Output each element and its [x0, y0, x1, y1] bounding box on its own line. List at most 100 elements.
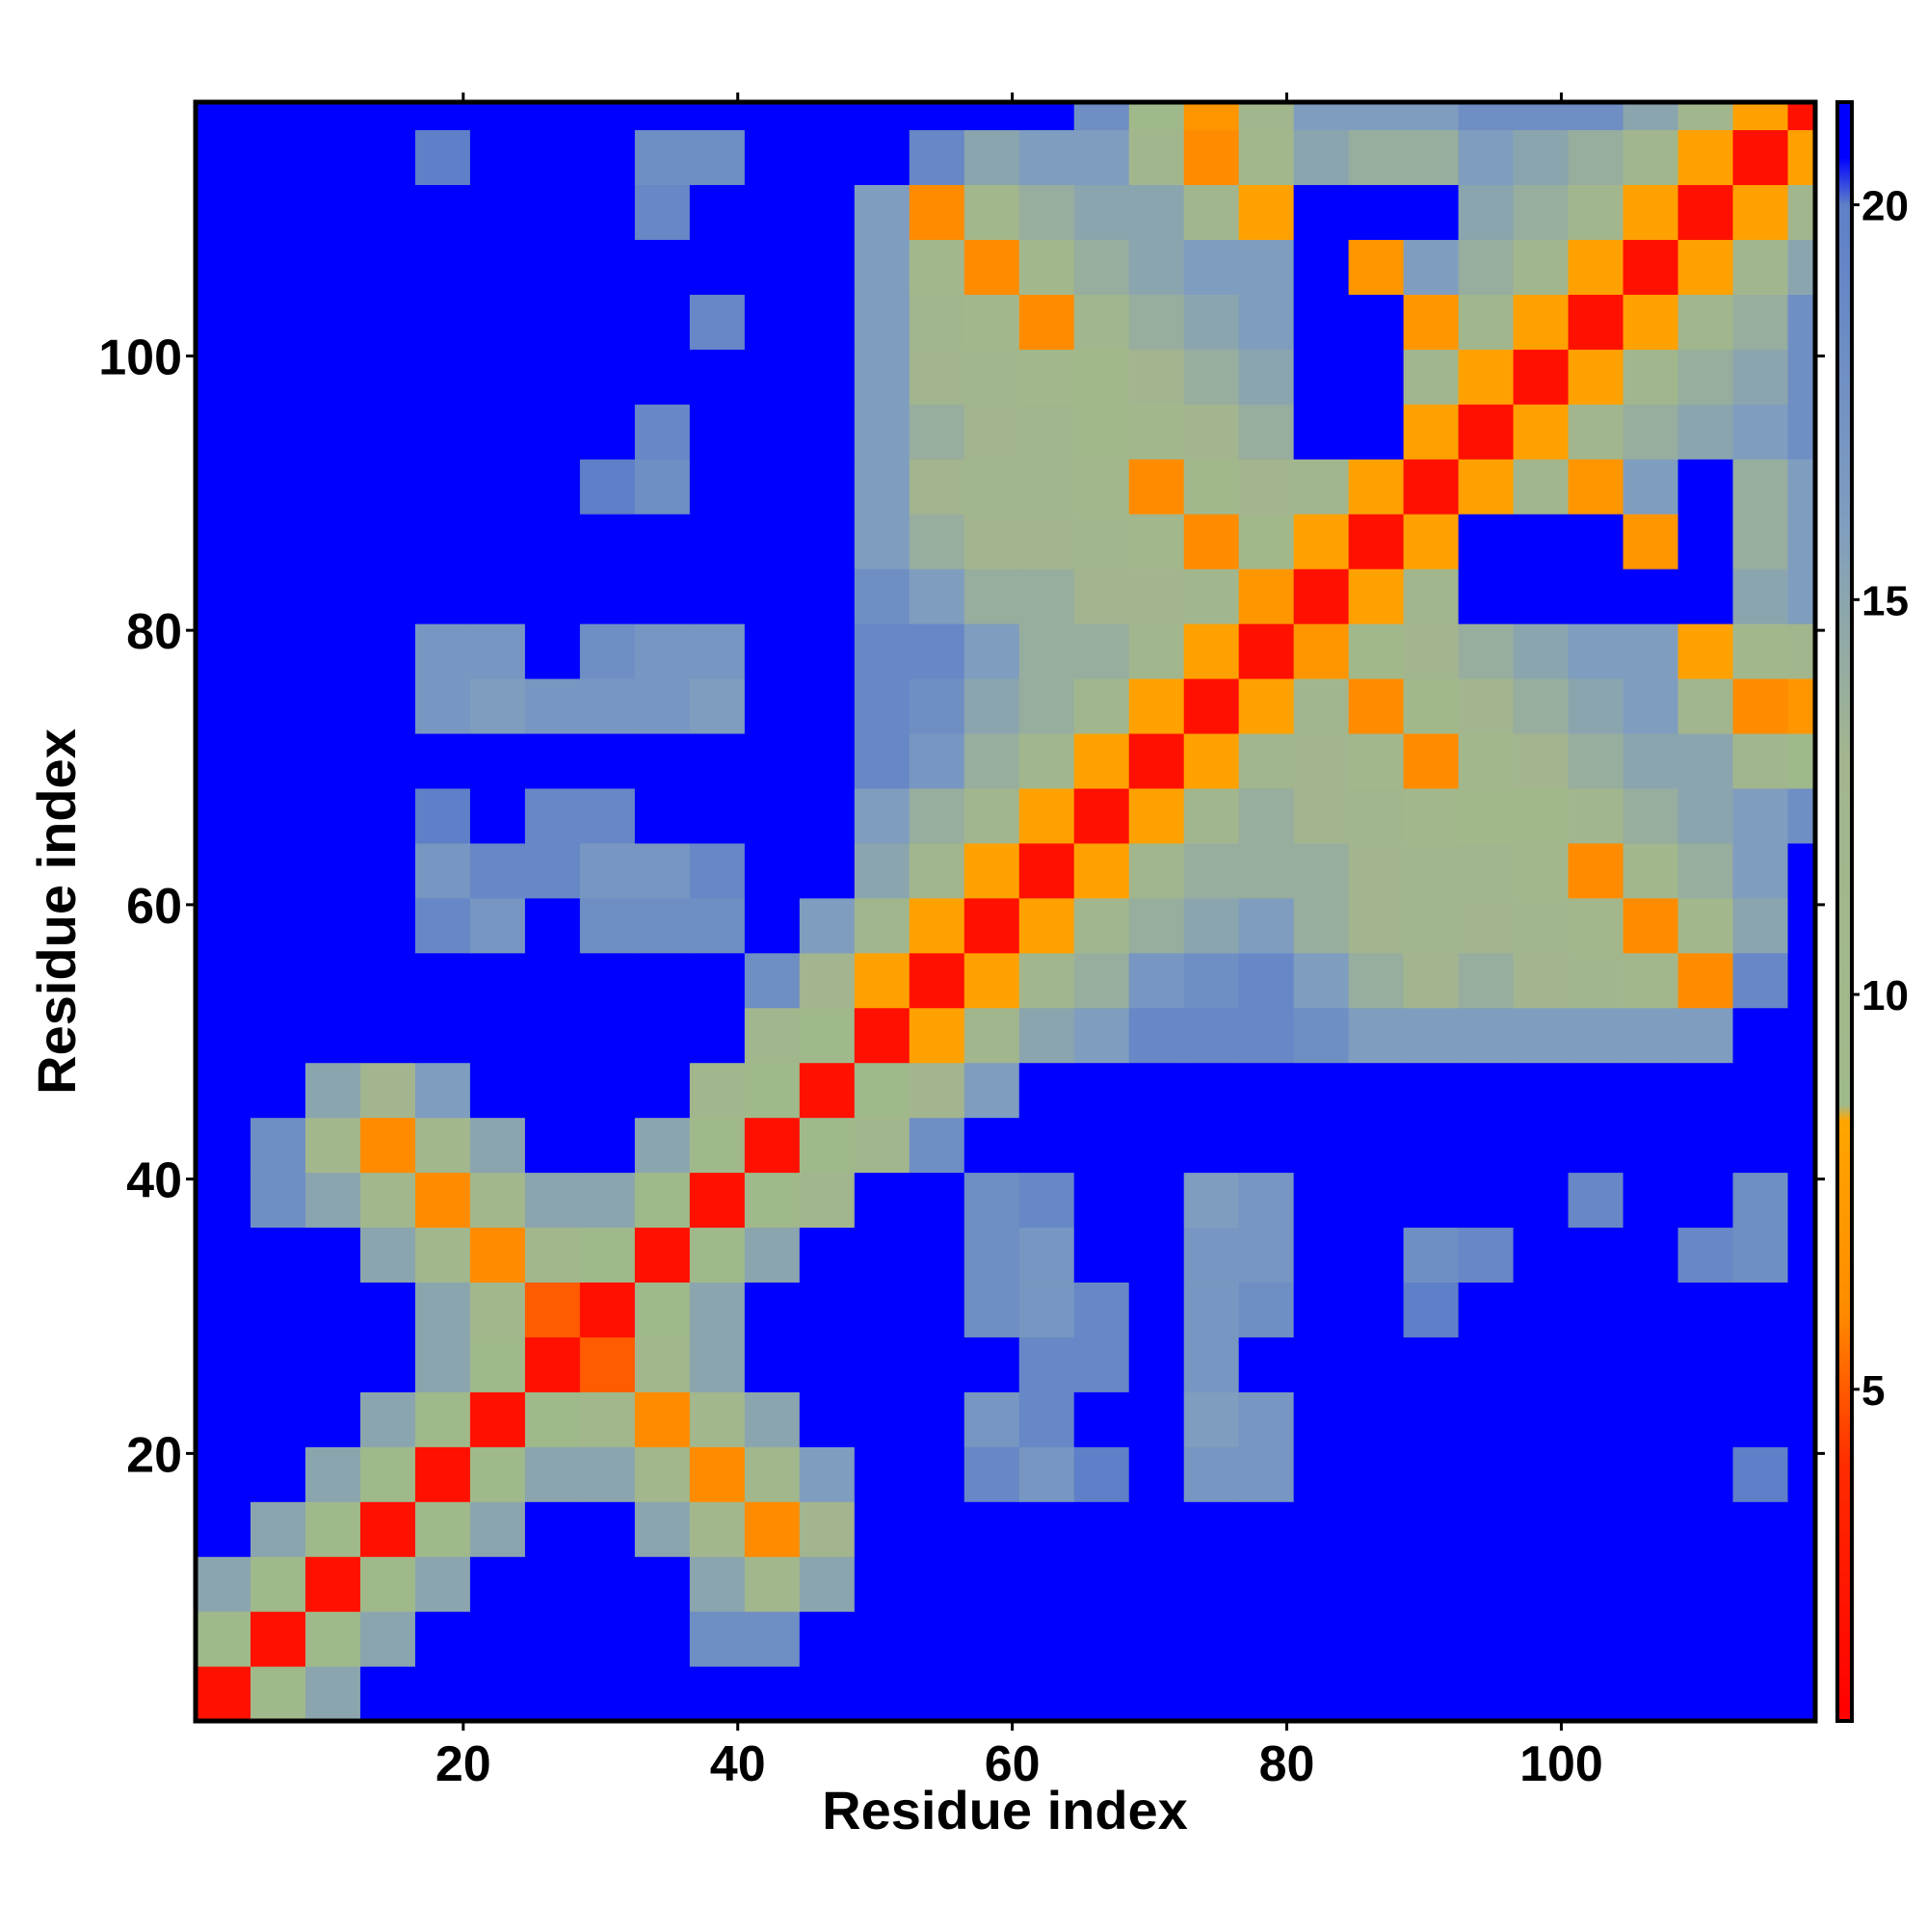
- heatmap-cell: [799, 569, 856, 624]
- heatmap-cell: [1513, 1007, 1570, 1064]
- heatmap-cell: [414, 677, 471, 734]
- heatmap-cell: [964, 1556, 1020, 1612]
- heatmap-cell: [250, 514, 306, 569]
- heatmap-cell: [1293, 349, 1350, 405]
- heatmap-cell: [1787, 787, 1815, 844]
- heatmap-cell: [469, 569, 526, 624]
- heatmap-cell: [359, 349, 416, 405]
- heatmap-cell: [964, 1172, 1020, 1229]
- heatmap-cell: [1128, 239, 1185, 295]
- heatmap-cell: [744, 514, 801, 569]
- heatmap-cell: [250, 1062, 306, 1119]
- heatmap-cell: [1677, 1227, 1734, 1284]
- heatmap-cell: [744, 349, 801, 405]
- heatmap-cell: [469, 732, 526, 789]
- heatmap-cell: [1458, 404, 1515, 460]
- heatmap-cell: [1458, 952, 1515, 1009]
- heatmap-cell: [1513, 184, 1570, 240]
- heatmap-cell: [689, 842, 746, 899]
- heatmap-cell: [196, 677, 251, 734]
- heatmap-cell: [744, 1007, 801, 1064]
- heatmap-cell: [1513, 1282, 1570, 1337]
- heatmap-cell: [304, 1282, 361, 1337]
- heatmap-cell: [1568, 1282, 1624, 1337]
- heatmap-cell: [1623, 677, 1679, 734]
- heatmap-cell: [1073, 1227, 1130, 1284]
- heatmap-cell: [250, 1282, 306, 1337]
- heatmap-cell: [359, 1227, 416, 1284]
- heatmap-cell: [1458, 1227, 1515, 1284]
- heatmap-cell: [799, 623, 856, 679]
- heatmap-cell: [1403, 184, 1460, 240]
- heatmap-cell: [689, 623, 746, 679]
- heatmap-cell: [196, 1501, 251, 1557]
- heatmap-cell: [1787, 1446, 1815, 1502]
- heatmap-cell: [1293, 1337, 1350, 1392]
- heatmap-cell: [469, 1666, 526, 1721]
- heatmap-cell: [1403, 404, 1460, 460]
- heatmap-cell: [524, 1062, 581, 1119]
- heatmap-cell: [1732, 459, 1789, 515]
- heatmap-cell: [1677, 1062, 1734, 1119]
- heatmap-cell: [1238, 459, 1295, 515]
- heatmap-cell: [359, 842, 416, 899]
- heatmap-cell: [1513, 787, 1570, 844]
- heatmap-cell: [1403, 1007, 1460, 1064]
- heatmap-cell: [414, 842, 471, 899]
- heatmap-cell: [1458, 1337, 1515, 1392]
- heatmap-cell: [359, 129, 416, 186]
- heatmap-cell: [579, 1556, 636, 1612]
- heatmap-cell: [689, 1556, 746, 1612]
- heatmap-cell: [1403, 1282, 1460, 1337]
- heatmap-cell: [909, 952, 965, 1009]
- heatmap-cell: [1018, 1446, 1075, 1502]
- heatmap-cell: [524, 1556, 581, 1612]
- heatmap-cell: [799, 294, 856, 350]
- heatmap-cell: [1403, 787, 1460, 844]
- heatmap-cell: [1568, 1611, 1624, 1667]
- heatmap-cell: [1293, 514, 1350, 569]
- heatmap-cell: [1128, 952, 1185, 1009]
- heatmap-cell: [689, 459, 746, 515]
- heatmap-cell: [524, 1007, 581, 1064]
- heatmap-cell: [524, 897, 581, 954]
- heatmap-cell: [1238, 1556, 1295, 1612]
- heatmap-cell: [1403, 897, 1460, 954]
- heatmap-cell: [1183, 239, 1240, 295]
- heatmap-cell: [1293, 1391, 1350, 1447]
- heatmap-cell: [1293, 102, 1350, 131]
- heatmap-cell: [359, 569, 416, 624]
- heatmap-cell: [634, 1117, 691, 1174]
- heatmap-cell: [524, 732, 581, 789]
- heatmap-cell: [1073, 1446, 1130, 1502]
- heatmap-cell: [304, 129, 361, 186]
- heatmap-cell: [1073, 1611, 1130, 1667]
- heatmap-cell: [634, 1282, 691, 1337]
- heatmap-cell: [1568, 349, 1624, 405]
- heatmap-cell: [1677, 1172, 1734, 1229]
- heatmap-cell: [1018, 952, 1075, 1009]
- heatmap-cell: [1238, 1227, 1295, 1284]
- heatmap-cell: [964, 842, 1020, 899]
- heatmap-cell: [469, 1337, 526, 1392]
- heatmap-cell: [359, 1117, 416, 1174]
- heatmap-cell: [1238, 129, 1295, 186]
- heatmap-cell: [1128, 1007, 1185, 1064]
- heatmap-cell: [909, 623, 965, 679]
- heatmap-cell: [1018, 349, 1075, 405]
- heatmap-cell: [1732, 349, 1789, 405]
- heatmap-cell: [196, 787, 251, 844]
- heatmap-cell: [1403, 1337, 1460, 1392]
- heatmap-cell: [304, 1062, 361, 1119]
- heatmap-cell: [634, 1556, 691, 1612]
- heatmap-cell: [744, 787, 801, 844]
- heatmap-cell: [1568, 1337, 1624, 1392]
- heatmap-cell: [1128, 1391, 1185, 1447]
- heatmap-cell: [634, 732, 691, 789]
- heatmap-cell: [1787, 1666, 1815, 1721]
- heatmap-cell: [304, 1007, 361, 1064]
- heatmap-cell: [579, 842, 636, 899]
- heatmap-cell: [524, 569, 581, 624]
- heatmap-cell: [469, 514, 526, 569]
